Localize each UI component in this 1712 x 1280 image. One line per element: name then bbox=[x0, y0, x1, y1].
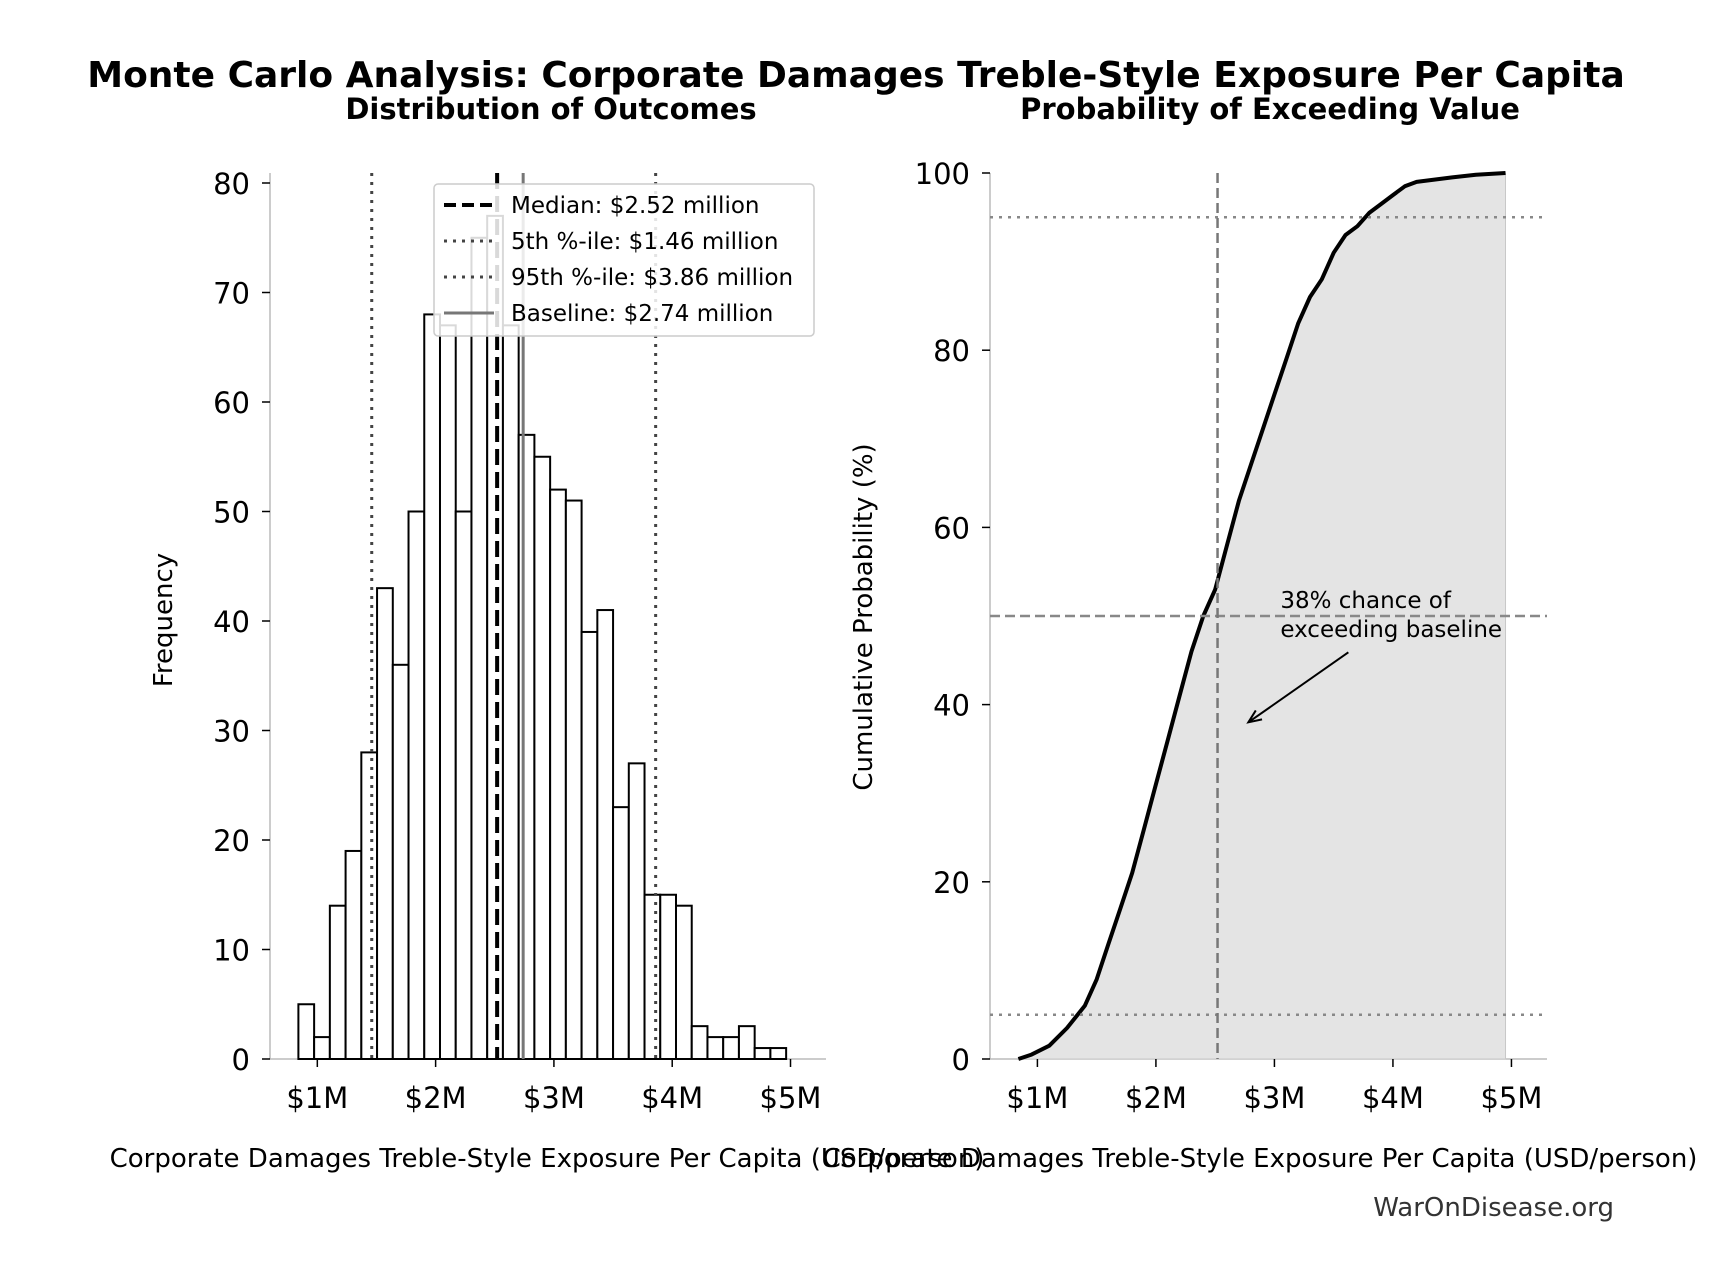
x-tick-label: $5M bbox=[760, 1081, 822, 1115]
histogram-bar bbox=[486, 214, 504, 1061]
histogram-bar bbox=[391, 663, 410, 1060]
annotation-text: 38% chance of bbox=[1280, 588, 1452, 614]
y-tick-label: 20 bbox=[213, 824, 250, 858]
histogram-bar bbox=[627, 762, 646, 1060]
x-tick-label: $4M bbox=[641, 1081, 703, 1115]
cdf-panel: Probability of Exceeding Value 0 20 40 60 80… bbox=[823, 92, 1698, 1174]
y-tick-label: 100 bbox=[915, 157, 970, 191]
histogram-title: Distribution of Outcomes bbox=[345, 92, 756, 126]
histogram-bar bbox=[344, 849, 363, 1061]
histogram-bar bbox=[596, 609, 615, 1060]
x-tick-label: $4M bbox=[1362, 1081, 1424, 1115]
y-tick-label: 50 bbox=[213, 496, 250, 530]
histogram-bar bbox=[706, 1036, 725, 1060]
cdf-reference-lines bbox=[990, 173, 1547, 1059]
histogram-bar bbox=[501, 324, 520, 1061]
y-tick-label: 20 bbox=[933, 866, 970, 900]
cdf-y-label: Cumulative Probability (%) bbox=[849, 443, 879, 790]
figure-title: Monte Carlo Analysis: Corporate Damages … bbox=[87, 55, 1625, 96]
cdf-line bbox=[1017, 171, 1506, 1061]
histogram-bar bbox=[438, 324, 457, 1061]
x-tick-label: $5M bbox=[1480, 1081, 1542, 1115]
x-tick-label: $2M bbox=[1125, 1081, 1187, 1115]
annotation-arrow bbox=[1247, 651, 1349, 724]
y-tick-label: 40 bbox=[933, 689, 970, 723]
watermark: WarOnDisease.org bbox=[1373, 1193, 1614, 1223]
histogram-bar bbox=[360, 751, 379, 1061]
histogram-bar bbox=[659, 893, 677, 1060]
legend-label: 5th %-ile: $1.46 million bbox=[511, 229, 778, 255]
x-tick-label: $2M bbox=[405, 1081, 467, 1115]
histogram-bar bbox=[376, 587, 394, 1061]
histogram-bar bbox=[674, 904, 693, 1061]
histogram-bar bbox=[407, 510, 426, 1060]
histogram-x-label: Corporate Damages Treble-Style Exposure … bbox=[110, 1144, 985, 1174]
x-tick-label: $1M bbox=[286, 1081, 348, 1115]
histogram-bar bbox=[454, 510, 473, 1060]
y-tick-label: 70 bbox=[213, 277, 250, 311]
histogram-panel: Distribution of Outcomes 0 10 20 30 40 50 60 70… bbox=[110, 92, 985, 1174]
x-tick-label: $3M bbox=[523, 1081, 585, 1115]
histogram-legend: Median: $2.52 million 5th %-ile: $1.46 mi… bbox=[433, 183, 815, 337]
x-tick-label: $1M bbox=[1006, 1081, 1068, 1115]
histogram-bar bbox=[612, 806, 630, 1061]
histogram-bars bbox=[297, 214, 788, 1061]
y-tick-label: 10 bbox=[213, 934, 250, 968]
histogram-bar bbox=[769, 1047, 788, 1061]
histogram-bar bbox=[517, 433, 536, 1061]
histogram-bar bbox=[643, 893, 662, 1060]
histogram-y-label: Frequency bbox=[149, 553, 179, 687]
y-tick-label: 30 bbox=[213, 715, 250, 749]
histogram-bar bbox=[470, 236, 489, 1060]
y-tick-label: 60 bbox=[933, 511, 970, 545]
histogram-bar bbox=[580, 630, 599, 1060]
y-tick-label: 40 bbox=[213, 605, 250, 639]
annotation-text: exceeding baseline bbox=[1280, 617, 1502, 643]
y-tick-label: 80 bbox=[933, 334, 970, 368]
histogram-ticks: 0 10 20 30 40 50 60 70 80 $1M $2M $3M $4M $5M bbox=[213, 167, 821, 1115]
histogram-bar bbox=[690, 1025, 709, 1061]
cdf-x-label: Corporate Damages Treble-Style Exposure … bbox=[823, 1144, 1698, 1174]
y-tick-label: 0 bbox=[232, 1043, 250, 1077]
y-tick-label: 80 bbox=[213, 167, 250, 201]
cdf-annotation: 38% chance of exceeding baseline bbox=[1246, 588, 1502, 724]
histogram-bar bbox=[753, 1047, 772, 1061]
histogram-bar bbox=[297, 1003, 316, 1060]
y-tick-label: 60 bbox=[213, 386, 250, 420]
legend-label: 95th %-ile: $3.86 million bbox=[511, 265, 793, 291]
cdf-title: Probability of Exceeding Value bbox=[1020, 92, 1520, 126]
histogram-bar bbox=[722, 1036, 740, 1060]
cdf-ticks: 0 20 40 60 80 100 $1M $2M $3M $4M $5M bbox=[915, 157, 1543, 1115]
y-tick-label: 0 bbox=[952, 1043, 970, 1077]
histogram-bar bbox=[737, 1025, 756, 1061]
legend-label: Median: $2.52 million bbox=[511, 193, 760, 219]
x-tick-label: $3M bbox=[1243, 1081, 1305, 1115]
legend-label: Baseline: $2.74 million bbox=[511, 301, 773, 327]
histogram-bar bbox=[564, 499, 583, 1060]
histogram-bar bbox=[313, 1036, 331, 1060]
histogram-bar bbox=[328, 904, 347, 1061]
histogram-bar bbox=[549, 488, 567, 1061]
annotation-arrowhead bbox=[1246, 709, 1263, 724]
histogram-bar bbox=[533, 455, 552, 1060]
legend-box bbox=[433, 183, 815, 337]
histogram-bar bbox=[423, 313, 441, 1060]
